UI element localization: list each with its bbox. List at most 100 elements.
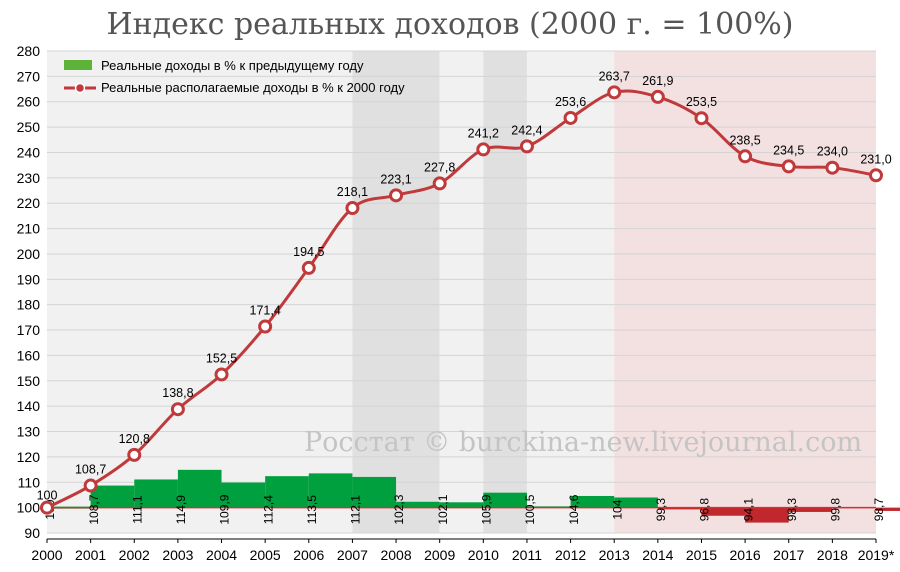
y-tick-label-100: 100: [17, 500, 41, 516]
line-label-8: 223,1: [380, 172, 411, 186]
x-tick-label-16: 2016: [730, 547, 761, 563]
x-tick-label-10: 2010: [468, 547, 499, 563]
x-tick-label-11: 2011: [512, 547, 542, 563]
line-labels: 100 108,7 120,8 138,8 152,5 171,4 194,5 218,1 22…: [37, 69, 892, 502]
line-point-4: [214, 367, 229, 382]
line-label-9: 227,8: [424, 160, 455, 174]
line-point-9: [432, 176, 447, 191]
line-label-7: 218,1: [337, 185, 368, 199]
y-tick-label-150: 150: [17, 373, 41, 389]
y-tick-label-190: 190: [17, 271, 41, 287]
bar-15: [701, 507, 746, 516]
bar-label-3: 114,9: [174, 495, 188, 524]
y-tick-label-270: 270: [17, 68, 41, 84]
y-tick-label-220: 220: [17, 195, 41, 211]
line-label-3: 138,8: [162, 386, 193, 400]
line-point-15: [694, 111, 709, 126]
legend: Реальные доходы в % к предыдущему году Р…: [64, 58, 405, 95]
bar-6: [308, 473, 353, 508]
bar-9: [439, 502, 484, 508]
line-point-10: [476, 142, 491, 157]
line-label-4: 152,5: [206, 351, 237, 365]
chart-title: Индекс реальных доходов (2000 г. = 100%): [106, 7, 793, 42]
legend-line-label: Реальные располагаемые доходы в % к 2000…: [101, 80, 405, 95]
line-point-1: [83, 478, 98, 493]
line-point-17: [781, 159, 796, 174]
bar-5: [265, 476, 309, 508]
y-axis: 90 100 110 120 130 140 150 160 170 180 190 200 210 22…: [17, 43, 41, 541]
bar-label-6: 113,5: [305, 495, 319, 524]
line-label-0: 100: [37, 489, 58, 503]
watermark: Росстат © burckina-new.livejournal.com: [304, 427, 862, 458]
line-label-2: 120,8: [119, 432, 150, 446]
x-tick-label-7: 2007: [337, 547, 368, 563]
background-band-0: [47, 51, 353, 533]
line-label-13: 263,7: [599, 69, 630, 83]
line-point-13: [607, 85, 622, 100]
background-band-2: [439, 51, 484, 533]
bar-label-1: 108,7: [87, 494, 101, 524]
background-band-5: [614, 51, 876, 533]
bar-16: [745, 507, 789, 523]
line-label-12: 253,6: [555, 95, 586, 109]
y-tick-label-250: 250: [17, 119, 41, 135]
bar-12: [570, 495, 615, 508]
line-point-3: [170, 402, 185, 417]
legend-bar-label: Реальные доходы в % к предыдущему году: [101, 58, 364, 73]
bar-7: [352, 476, 397, 508]
y-tick-label-130: 130: [17, 424, 41, 440]
line-label-6: 194,5: [293, 245, 324, 259]
line-label-11: 242,4: [511, 123, 542, 137]
background-bands: [47, 51, 876, 533]
x-tick-label-8: 2008: [380, 547, 411, 563]
background-band-4: [526, 51, 615, 533]
y-tick-label-140: 140: [17, 398, 41, 414]
bar-label-17: 98,3: [785, 498, 799, 522]
line-label-14: 261,9: [642, 74, 673, 88]
line-point-11: [519, 139, 534, 154]
bars-series: [47, 469, 900, 523]
legend-line-marker: [74, 82, 86, 94]
x-tick-label-5: 2005: [250, 547, 281, 563]
bar-label-7: 112,1: [349, 495, 363, 524]
bar-14: [657, 507, 702, 510]
x-tick-label-4: 2004: [206, 547, 237, 563]
bar-label-5: 112,4: [261, 495, 275, 524]
bar-3: [177, 469, 222, 508]
bar-10: [483, 492, 527, 508]
line-label-18: 234,0: [817, 145, 848, 159]
x-tick-label-19: 2019*: [858, 547, 895, 563]
x-tick-label-14: 2014: [642, 547, 673, 563]
y-tick-label-280: 280: [17, 43, 41, 59]
line-point-19: [869, 168, 883, 183]
bar-label-11: 100,5: [523, 494, 537, 524]
line-point-6: [301, 260, 316, 275]
line-point-16: [738, 149, 753, 164]
bar-label-15: 96,8: [698, 498, 712, 522]
bar-label-18: 99,8: [829, 498, 843, 522]
line-series: [40, 85, 883, 515]
bar-label-13: 104: [610, 499, 624, 519]
bar-label-14: 99,3: [654, 498, 668, 522]
line-label-10: 241,2: [468, 126, 499, 140]
bar-labels: 100108,7111,1114,9109,9112,4113,5112,110…: [43, 494, 886, 524]
x-tick-label-2: 2002: [119, 547, 150, 563]
line-label-19: 231,0: [860, 152, 891, 166]
line-point-5: [258, 319, 273, 334]
line-point-7: [345, 201, 360, 216]
x-tick-label-13: 2013: [599, 547, 630, 563]
y-tick-label-110: 110: [18, 474, 41, 490]
y-tick-label-170: 170: [17, 322, 41, 338]
bar-4: [221, 482, 266, 508]
bar-label-8: 102,3: [392, 494, 406, 524]
line-point-12: [563, 110, 578, 125]
x-tick-label-1: 2001: [75, 547, 106, 563]
line-point-0: [40, 500, 54, 515]
line-label-17: 234,5: [773, 143, 804, 157]
x-tick-label-3: 2003: [162, 547, 193, 563]
bar-label-16: 94,1: [741, 498, 755, 522]
bar-label-12: 104,6: [567, 494, 581, 524]
x-tick-label-0: 2000: [31, 547, 62, 563]
x-tick-label-6: 2006: [293, 547, 324, 563]
bar-8: [396, 501, 440, 508]
